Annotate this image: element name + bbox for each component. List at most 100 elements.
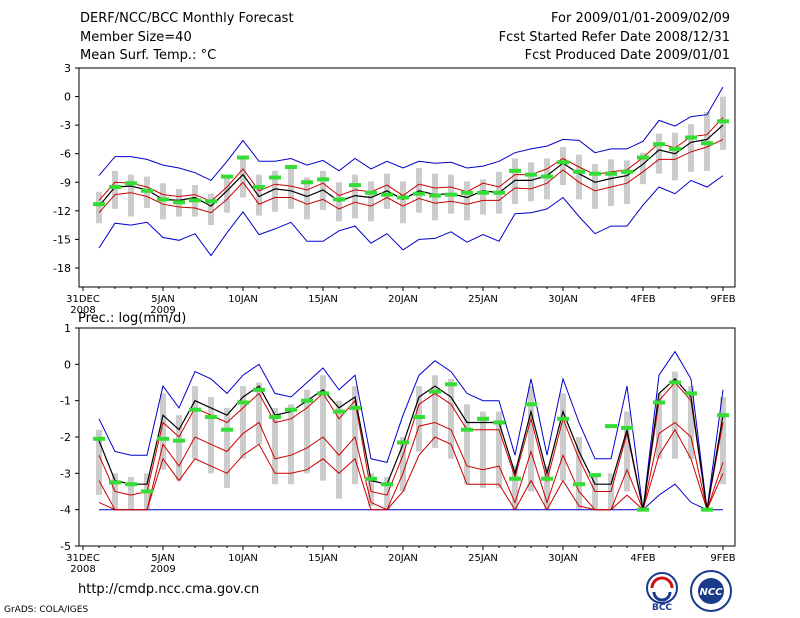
- spread-box: [560, 393, 566, 481]
- x-tick-label: 9FEB: [710, 294, 735, 305]
- median-marker: [589, 473, 601, 478]
- spread-box: [544, 466, 550, 510]
- mean-line: [98, 378, 724, 510]
- spread-box: [336, 400, 342, 499]
- spread-box: [656, 393, 662, 459]
- median-marker: [397, 440, 409, 445]
- median-marker: [605, 424, 617, 429]
- median-marker: [669, 380, 681, 385]
- x-tick-label: 30JAN: [548, 294, 578, 305]
- spread-box: [320, 375, 326, 481]
- median-marker: [493, 420, 505, 425]
- median-marker: [221, 427, 233, 432]
- spread-box: [576, 154, 582, 200]
- median-marker: [189, 198, 201, 203]
- median-marker: [365, 190, 377, 195]
- x-tick-year: 2008: [70, 564, 95, 575]
- forecast-period: For 2009/01/01-2009/02/09: [551, 11, 730, 26]
- median-marker: [589, 171, 601, 176]
- y-tick-label: -2: [60, 431, 71, 444]
- spread-box: [192, 386, 198, 459]
- median-marker: [509, 476, 521, 481]
- median-marker: [701, 507, 713, 512]
- median-marker: [301, 180, 313, 185]
- spread-box: [96, 429, 102, 496]
- median-marker: [93, 202, 105, 207]
- x-tick-label: 30JAN: [548, 553, 578, 564]
- median-marker: [93, 436, 105, 441]
- median-marker: [525, 402, 537, 407]
- spread-box: [592, 164, 598, 209]
- spread-box: [672, 132, 678, 181]
- y-tick-label: 1: [64, 322, 71, 335]
- y-tick-label: -6: [60, 148, 71, 161]
- produced-date: Fcst Produced Date 2009/01/01: [524, 48, 730, 63]
- median-marker: [525, 172, 537, 177]
- spread-box: [672, 371, 678, 459]
- spread-box: [256, 174, 262, 216]
- chart-title: DERF/NCC/BCC Monthly Forecast: [80, 11, 294, 26]
- spread-box: [528, 386, 534, 492]
- mean-line: [98, 124, 724, 207]
- median-marker: [109, 480, 121, 485]
- lower-line: [98, 421, 724, 512]
- ncc-logo: NCC: [690, 570, 732, 612]
- spread-box: [224, 178, 230, 213]
- median-marker: [141, 188, 153, 193]
- y-tick-label: 0: [64, 91, 71, 104]
- median-marker: [717, 413, 729, 418]
- y-tick-label: -3: [60, 467, 71, 480]
- median-marker: [141, 489, 153, 494]
- x-tick-label: 31DEC: [66, 553, 100, 564]
- median-marker: [381, 482, 393, 487]
- spread-box: [528, 162, 534, 202]
- median-marker: [125, 482, 137, 487]
- median-marker: [173, 200, 185, 205]
- bcc-logo: BCC: [646, 572, 678, 612]
- spread-box: [464, 404, 470, 485]
- median-marker: [285, 407, 297, 412]
- median-marker: [621, 425, 633, 430]
- spread-box: [656, 133, 662, 174]
- median-marker: [557, 416, 569, 421]
- median-marker: [461, 190, 473, 195]
- median-marker: [653, 400, 665, 405]
- median-marker: [413, 191, 425, 196]
- x-tick-label: 10JAN: [228, 553, 258, 564]
- x-tick-label: 9FEB: [710, 553, 735, 564]
- x-tick-year: 2009: [150, 305, 175, 316]
- y-tick-label: -18: [53, 262, 71, 275]
- x-tick-label: 15JAN: [308, 553, 338, 564]
- y-tick-label: -3: [60, 119, 71, 132]
- x-tick-label: 5JAN: [151, 553, 174, 564]
- y-tick-label: 0: [64, 358, 71, 371]
- median-marker: [317, 391, 329, 396]
- lower2-line: [98, 428, 724, 512]
- median-marker: [205, 415, 217, 420]
- median-marker: [445, 192, 457, 197]
- median-marker: [269, 415, 281, 420]
- spread-box: [400, 437, 406, 492]
- median-marker: [349, 183, 361, 188]
- spread-box: [240, 386, 246, 459]
- spread-box: [240, 156, 246, 198]
- upper-line: [98, 381, 724, 510]
- median-marker: [573, 482, 585, 487]
- median-marker: [685, 135, 697, 140]
- min-line: [99, 483, 723, 511]
- median-marker: [333, 409, 345, 414]
- median-marker: [605, 171, 617, 176]
- x-tick-label: 20JAN: [388, 294, 418, 305]
- spread-box: [512, 158, 518, 205]
- median-marker: [381, 192, 393, 197]
- median-marker: [477, 190, 489, 195]
- source-url[interactable]: http://cmdp.ncc.cma.gov.cn: [78, 582, 260, 597]
- spread-box: [560, 147, 566, 186]
- spread-box: [208, 193, 214, 226]
- spread-box: [480, 411, 486, 488]
- median-marker: [237, 400, 249, 405]
- spread-box: [624, 160, 630, 205]
- spread-box: [272, 407, 278, 485]
- spread-box: [608, 159, 614, 207]
- x-tick-label: 31DEC: [66, 294, 100, 305]
